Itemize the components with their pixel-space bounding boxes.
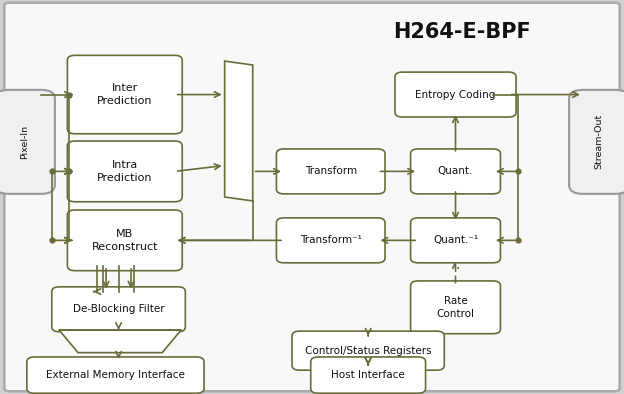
FancyBboxPatch shape (411, 281, 500, 334)
Text: MB
Reconstruct: MB Reconstruct (92, 229, 158, 251)
FancyBboxPatch shape (67, 141, 182, 202)
FancyBboxPatch shape (411, 218, 500, 263)
Text: Control/Status Registers: Control/Status Registers (305, 346, 431, 356)
Text: Host Interface: Host Interface (331, 370, 405, 380)
FancyBboxPatch shape (276, 218, 385, 263)
Text: Inter
Prediction: Inter Prediction (97, 84, 152, 106)
FancyBboxPatch shape (395, 72, 516, 117)
Polygon shape (59, 330, 181, 353)
FancyBboxPatch shape (411, 149, 500, 194)
FancyBboxPatch shape (67, 56, 182, 134)
Text: Intra
Prediction: Intra Prediction (97, 160, 152, 182)
Text: Quant.: Quant. (438, 166, 473, 177)
Text: H264-E-BPF: H264-E-BPF (393, 22, 530, 41)
Text: Pixel-In: Pixel-In (21, 125, 29, 159)
Text: De-Blocking Filter: De-Blocking Filter (73, 304, 164, 314)
FancyBboxPatch shape (27, 357, 204, 393)
FancyBboxPatch shape (292, 331, 444, 370)
Text: Transform⁻¹: Transform⁻¹ (300, 235, 362, 245)
FancyBboxPatch shape (67, 210, 182, 271)
Text: Rate
Control: Rate Control (437, 296, 474, 318)
Text: Entropy Coding: Entropy Coding (416, 89, 495, 100)
FancyBboxPatch shape (569, 90, 624, 194)
Text: Stream-Out: Stream-Out (595, 114, 603, 169)
FancyBboxPatch shape (311, 357, 426, 393)
FancyBboxPatch shape (52, 287, 185, 332)
FancyBboxPatch shape (0, 90, 55, 194)
Text: Transform: Transform (305, 166, 357, 177)
FancyBboxPatch shape (276, 149, 385, 194)
Text: Quant.⁻¹: Quant.⁻¹ (433, 235, 478, 245)
FancyBboxPatch shape (4, 3, 620, 391)
Polygon shape (225, 61, 253, 201)
Text: External Memory Interface: External Memory Interface (46, 370, 185, 380)
